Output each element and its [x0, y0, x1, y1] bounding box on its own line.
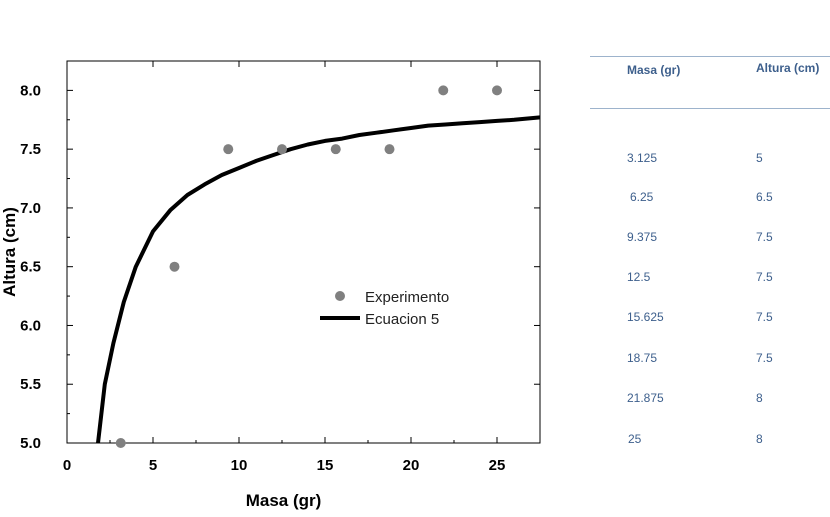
x-tick-label: 15 — [317, 457, 334, 474]
y-tick-label: 6.0 — [20, 317, 41, 334]
x-tick-label: 10 — [231, 457, 248, 474]
y-axis: 5.0 5.5 6.0 6.5 7.0 7.5 8.0 — [20, 82, 540, 452]
x-tick-label: 5 — [149, 457, 157, 474]
legend-marker-experimento — [335, 291, 345, 301]
data-point — [223, 144, 234, 155]
x-axis-title: Masa (gr) — [246, 491, 322, 510]
table-header-masa: Masa (gr) — [627, 63, 681, 77]
table-cell-masa: 15.625 — [627, 310, 664, 324]
table-cell-masa: 6.25 — [630, 190, 654, 204]
x-tick-label: 0 — [63, 457, 71, 474]
table-cell-masa: 18.75 — [627, 351, 658, 365]
table-cell-altura: 7.5 — [756, 230, 773, 244]
table-cell-altura: 5 — [756, 151, 763, 165]
table-cell-masa: 3.125 — [627, 151, 658, 165]
legend-label-experimento: Experimento — [365, 289, 449, 306]
data-point — [169, 261, 180, 272]
table-header-altura: Altura (cm) — [756, 61, 820, 75]
table-cell-altura: 7.5 — [756, 351, 773, 365]
table-cell-altura: 8 — [756, 432, 763, 446]
data-point — [438, 85, 449, 96]
table-cell-masa: 25 — [628, 432, 642, 446]
x-tick-label: 25 — [489, 457, 506, 474]
table-cell-altura: 7.5 — [756, 310, 773, 324]
x-tick-label: 20 — [403, 457, 420, 474]
y-tick-label: 7.5 — [20, 141, 41, 158]
data-point — [115, 438, 126, 448]
table-cell-altura: 7.5 — [756, 270, 773, 284]
table-cell-masa: 9.375 — [627, 230, 658, 244]
table-cell-altura: 8 — [756, 391, 763, 405]
data-point — [384, 144, 395, 155]
table-cell-altura: 6.5 — [756, 190, 773, 204]
data-point — [492, 85, 502, 96]
table-cell-masa: 12.5 — [627, 270, 651, 284]
chart: 5.0 5.5 6.0 6.5 7.0 7.5 8.0 0 5 10 15 20 25 Masa (g… — [0, 60, 541, 510]
table-cell-masa: 21.875 — [627, 391, 664, 405]
series-line-ecuacion-5 — [96, 115, 541, 444]
y-tick-label: 5.5 — [20, 376, 41, 393]
table-header-rule — [590, 108, 830, 109]
y-tick-label: 6.5 — [20, 259, 41, 276]
data-table: Masa (gr) Altura (cm) 3.125 5 6.25 6.5 9.375… — [590, 56, 830, 456]
y-axis-title: Altura (cm) — [0, 207, 19, 297]
table-top-rule — [590, 56, 830, 57]
y-tick-label: 7.0 — [20, 200, 41, 217]
data-point — [330, 144, 341, 155]
legend: Experimento Ecuacion 5 — [320, 289, 449, 328]
legend-label-ecuacion: Ecuacion 5 — [365, 311, 439, 328]
plot-area — [66, 60, 541, 444]
y-tick-label: 8.0 — [20, 82, 41, 99]
data-point — [277, 144, 287, 155]
x-axis: 0 5 10 15 20 25 — [63, 61, 506, 474]
series-layer — [96, 85, 541, 448]
y-tick-label: 5.0 — [20, 435, 41, 452]
